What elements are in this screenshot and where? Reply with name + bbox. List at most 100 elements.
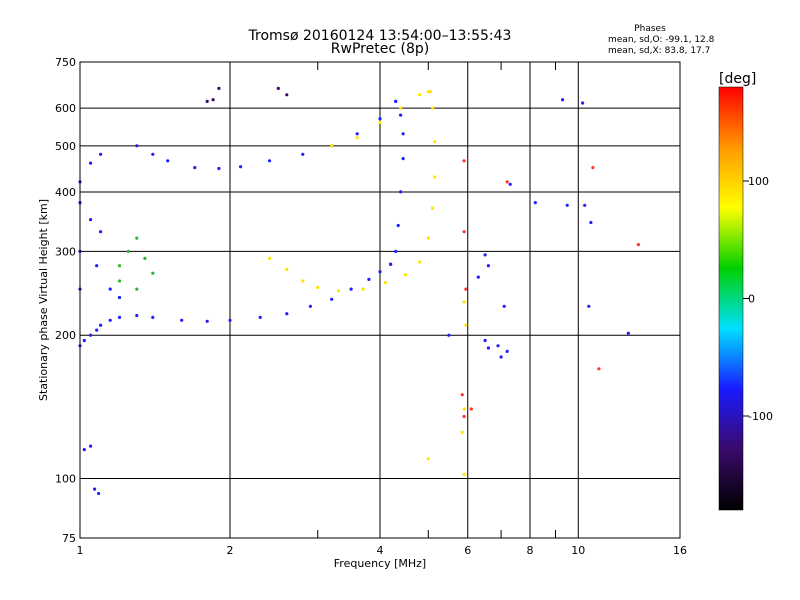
stats-o-line: mean, sd,O: -99.1, 12.8: [608, 35, 715, 45]
data-point: [417, 260, 422, 264]
colorbar-ticks: 100 0 -100: [743, 175, 773, 423]
data-point: [97, 491, 101, 496]
y-tick-label: 200: [55, 329, 76, 342]
data-point: [89, 161, 93, 165]
data-point: [508, 182, 512, 186]
data-point: [505, 349, 509, 353]
data-point: [383, 281, 387, 285]
data-point: [561, 98, 565, 102]
data-point: [431, 106, 435, 110]
data-point: [401, 132, 405, 136]
x-tick-label: 2: [227, 544, 234, 557]
data-point: [399, 113, 403, 117]
chart-title: Tromsø 20160124 13:54:00–13:55:43: [248, 28, 512, 44]
colorbar-label: [deg]: [719, 71, 756, 87]
data-point: [217, 166, 221, 171]
data-point: [476, 275, 480, 279]
x-axis: 1 2 4 6 8 10 16: [77, 62, 687, 557]
data-point: [93, 487, 97, 491]
y-tick-label: 500: [55, 140, 76, 153]
data-point: [597, 367, 601, 371]
data-point: [462, 472, 466, 476]
data-point: [330, 144, 334, 148]
data-point: [267, 256, 272, 260]
x-tick-label: 8: [527, 544, 534, 557]
y-tick-label: 750: [55, 56, 76, 69]
data-point: [462, 414, 466, 419]
y-axis: 75 100 200 300 400 500 600 750: [55, 56, 76, 545]
data-point: [367, 277, 371, 281]
x-tick-label: 1: [77, 544, 84, 557]
data-point: [636, 243, 641, 247]
x-axis-label: Frequency [MHz]: [334, 557, 426, 570]
data-point: [355, 136, 359, 140]
data-point: [126, 249, 130, 253]
data-point: [95, 328, 99, 332]
chart-subtitle: RwPretec (8p): [331, 41, 429, 57]
y-axis-label: Stationary phase Virtual Height [km]: [37, 199, 50, 401]
data-point: [258, 315, 262, 319]
data-point: [193, 166, 197, 170]
data-point: [135, 287, 139, 291]
data-point: [447, 333, 451, 337]
data-point: [89, 218, 93, 222]
data-point: [99, 230, 103, 234]
data-point: [180, 318, 184, 322]
data-point: [89, 444, 93, 448]
data-point: [285, 267, 289, 271]
colorbar-tick-label: 0: [748, 293, 755, 306]
data-point: [431, 206, 435, 210]
data-point: [135, 144, 139, 148]
x-tick-label: 16: [673, 544, 687, 557]
data-point: [462, 159, 466, 163]
stats-heading: Phases: [634, 24, 666, 34]
colorbar-tick-label: -100: [748, 410, 773, 423]
data-point: [239, 165, 243, 169]
data-point: [417, 93, 422, 97]
data-point: [349, 287, 353, 291]
data-point: [565, 203, 569, 207]
data-point: [99, 323, 103, 327]
data-point: [483, 338, 487, 343]
data-point: [462, 407, 466, 411]
data-point: [336, 289, 340, 293]
colorbar: [718, 86, 744, 511]
data-point: [483, 253, 487, 257]
data-point: [276, 86, 280, 90]
data-point: [82, 338, 86, 343]
data-point: [166, 159, 170, 163]
data-point: [394, 249, 398, 253]
data-point: [117, 264, 122, 268]
data-point: [378, 120, 382, 124]
data-point: [89, 333, 93, 337]
data-point: [117, 315, 122, 319]
data-point: [308, 304, 312, 308]
data-point: [502, 304, 506, 308]
data-point: [426, 90, 430, 94]
data-point: [403, 273, 408, 277]
stats-x-line: mean, sd,X: 83.8, 17.7: [608, 46, 710, 56]
data-point: [399, 190, 403, 194]
data-point: [135, 313, 139, 318]
data-point: [108, 318, 112, 322]
data-point: [378, 270, 382, 274]
data-point: [460, 430, 464, 434]
data-point: [583, 203, 587, 207]
data-point: [533, 201, 537, 205]
data-point: [589, 220, 593, 225]
data-point: [301, 279, 305, 283]
data-point: [117, 295, 122, 300]
data-point: [217, 86, 221, 90]
y-tick-label: 75: [62, 532, 76, 545]
x-tick-label: 10: [571, 544, 585, 557]
y-tick-label: 400: [55, 186, 76, 199]
data-point: [82, 448, 86, 452]
data-point: [151, 152, 155, 156]
data-point: [464, 287, 468, 291]
data-point: [99, 152, 103, 156]
x-tick-label: 6: [464, 544, 471, 557]
data-point: [505, 180, 509, 184]
data-point: [581, 101, 585, 105]
data-point: [330, 297, 334, 301]
data-point: [301, 152, 305, 156]
